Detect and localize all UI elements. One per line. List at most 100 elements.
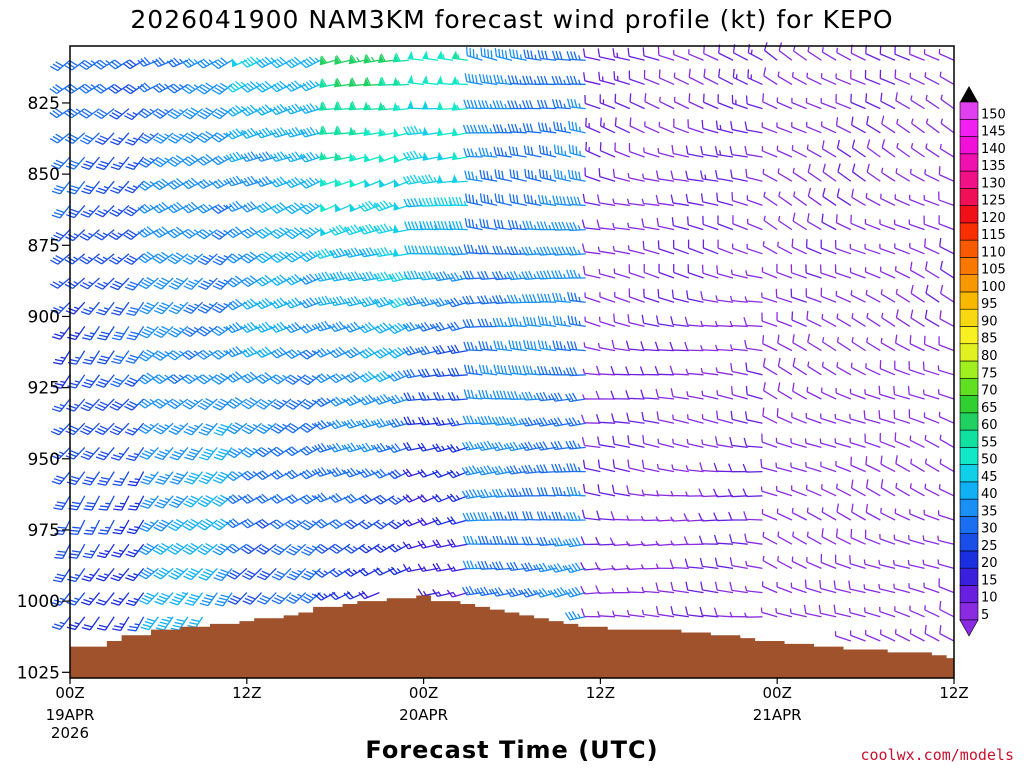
wind-barb bbox=[730, 362, 748, 376]
wind-barb bbox=[835, 290, 852, 303]
wind-barb bbox=[598, 168, 616, 182]
wind-barb bbox=[387, 370, 410, 382]
wind-barb bbox=[923, 49, 940, 61]
wind-barb bbox=[834, 413, 852, 424]
wind-barb bbox=[153, 519, 174, 532]
wind-barb bbox=[790, 264, 807, 279]
wind-barb bbox=[240, 226, 262, 239]
wind-barb bbox=[551, 99, 571, 110]
wind-barb bbox=[110, 374, 130, 388]
wind-barb bbox=[582, 483, 601, 497]
wind-barb bbox=[655, 540, 675, 547]
wind-barb bbox=[451, 75, 468, 86]
wind-barb bbox=[777, 168, 793, 182]
wind-barb bbox=[820, 387, 837, 400]
colorbar-label: 20 bbox=[981, 556, 998, 571]
wind-barb bbox=[508, 340, 527, 352]
wind-barb bbox=[821, 528, 837, 545]
wind-barb bbox=[126, 301, 145, 317]
wind-barb bbox=[761, 581, 778, 594]
wind-barb bbox=[477, 99, 498, 110]
wind-barb bbox=[940, 94, 955, 110]
wind-barb bbox=[776, 263, 793, 279]
wind-barb bbox=[745, 362, 763, 376]
wind-barb bbox=[878, 559, 896, 570]
wind-barb bbox=[642, 173, 660, 182]
wind-barb bbox=[553, 169, 572, 182]
wind-barb bbox=[464, 218, 483, 231]
wind-barb bbox=[654, 366, 675, 376]
wind-barb bbox=[762, 93, 778, 110]
wind-barb bbox=[314, 467, 336, 477]
wind-barb bbox=[893, 385, 910, 400]
wind-barb bbox=[910, 143, 925, 158]
wind-barb bbox=[153, 277, 174, 290]
colorbar-swatch bbox=[959, 274, 979, 293]
colorbar-swatch bbox=[959, 170, 979, 189]
wind-barb bbox=[418, 416, 439, 426]
wind-barb bbox=[732, 215, 748, 231]
wind-barb bbox=[138, 156, 159, 168]
wind-barb bbox=[535, 587, 557, 598]
wind-barb bbox=[211, 325, 233, 337]
wind-barb bbox=[343, 296, 365, 307]
wind-barb bbox=[685, 491, 704, 497]
wind-barb bbox=[776, 312, 793, 328]
wind-barb bbox=[465, 193, 483, 207]
wind-barb bbox=[343, 346, 365, 359]
wind-barb bbox=[729, 295, 748, 303]
wind-barb bbox=[550, 440, 572, 451]
wind-barb bbox=[329, 519, 351, 530]
wind-barb bbox=[109, 277, 130, 291]
wind-barb bbox=[183, 422, 204, 436]
wind-barb bbox=[836, 337, 852, 352]
y-tick-label: 925 bbox=[28, 379, 60, 399]
wind-barb bbox=[379, 178, 395, 188]
wind-barb bbox=[300, 592, 321, 604]
wind-barb bbox=[124, 180, 145, 194]
wind-barb bbox=[492, 511, 513, 521]
wind-barb bbox=[820, 461, 837, 473]
wind-barb bbox=[834, 631, 852, 642]
wind-barb bbox=[791, 311, 807, 328]
wind-barb bbox=[358, 418, 380, 429]
wind-barb bbox=[506, 270, 527, 281]
wind-barb bbox=[908, 535, 925, 545]
wind-barb bbox=[761, 312, 778, 328]
wind-barb bbox=[139, 325, 159, 339]
wind-barb bbox=[850, 362, 866, 376]
wind-barb bbox=[655, 170, 675, 182]
wind-barb bbox=[477, 270, 498, 280]
wind-barb bbox=[763, 215, 778, 231]
wind-barb bbox=[895, 168, 911, 182]
wind-barb bbox=[670, 170, 689, 182]
wind-barb bbox=[879, 219, 896, 231]
wind-barb bbox=[939, 260, 955, 279]
wind-barb bbox=[447, 272, 468, 282]
wind-barb bbox=[688, 49, 704, 61]
wind-barb bbox=[731, 192, 748, 207]
wind-barb bbox=[701, 439, 719, 449]
wind-barb bbox=[462, 586, 483, 596]
wind-barb bbox=[659, 96, 675, 110]
wind-barb bbox=[878, 410, 896, 424]
wind-barb bbox=[363, 54, 380, 64]
wind-barb bbox=[655, 516, 675, 522]
wind-barb bbox=[565, 392, 586, 403]
wind-barb bbox=[182, 542, 204, 555]
wind-barb bbox=[451, 127, 468, 137]
wind-barb bbox=[153, 422, 174, 435]
wind-barb bbox=[225, 226, 248, 239]
colorbar-label: 80 bbox=[981, 349, 998, 364]
wind-barb bbox=[644, 93, 660, 110]
colorbar-label: 25 bbox=[981, 539, 998, 554]
wind-barb bbox=[417, 517, 439, 527]
wind-barb bbox=[792, 167, 808, 182]
wind-barb bbox=[670, 606, 689, 618]
wind-barb bbox=[564, 586, 586, 598]
wind-barb bbox=[333, 101, 350, 111]
wind-barb bbox=[686, 414, 704, 424]
wind-barb bbox=[388, 519, 410, 530]
wind-barb bbox=[363, 127, 380, 137]
wind-barb bbox=[657, 289, 675, 303]
